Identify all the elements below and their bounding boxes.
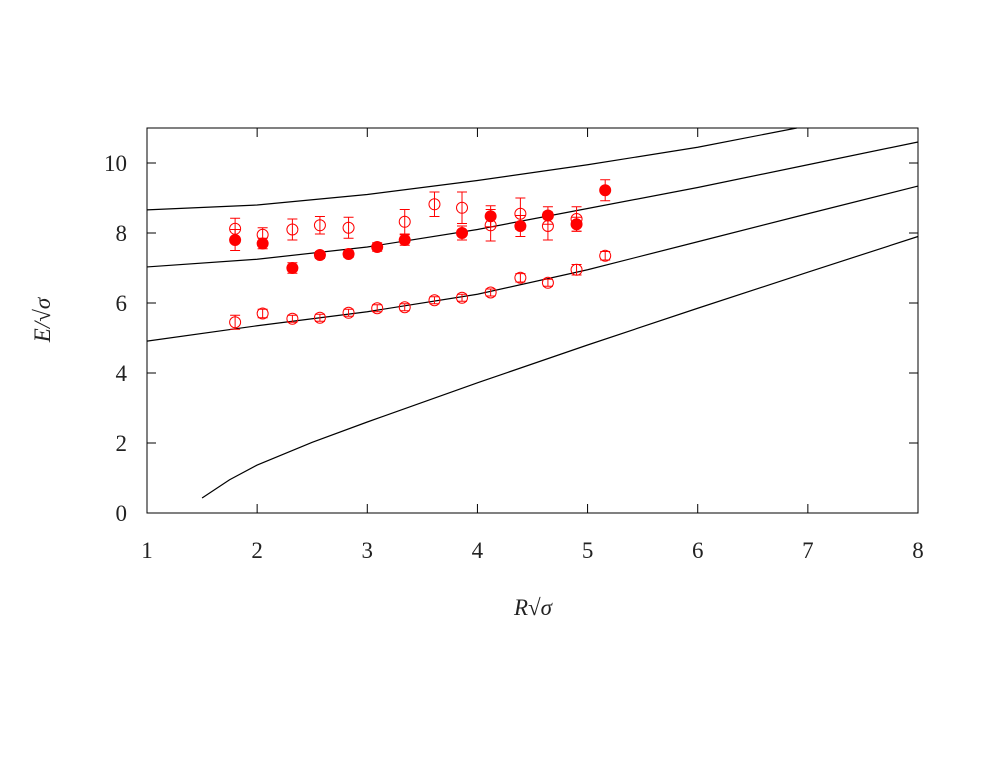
data-point bbox=[256, 307, 269, 320]
y-tick-label: 8 bbox=[116, 221, 128, 246]
y-tick-label: 6 bbox=[116, 291, 128, 316]
error-bar bbox=[600, 251, 611, 261]
error-bar bbox=[314, 313, 325, 322]
data-point bbox=[371, 302, 384, 315]
data-point bbox=[599, 184, 612, 197]
data-point bbox=[313, 219, 326, 232]
error-bar bbox=[399, 303, 410, 312]
error-bar bbox=[429, 191, 440, 218]
data-point bbox=[456, 227, 469, 239]
error-bar bbox=[257, 308, 268, 319]
curve bbox=[146, 127, 797, 211]
x-tick-label: 7 bbox=[802, 538, 814, 563]
data-point bbox=[570, 263, 583, 276]
data-point bbox=[229, 234, 242, 246]
y-axis-label: E/√σ bbox=[30, 296, 55, 343]
data-point bbox=[541, 276, 554, 289]
y-tick-label: 4 bbox=[116, 361, 128, 386]
x-tick-label: 4 bbox=[472, 538, 484, 563]
data-point bbox=[313, 311, 326, 324]
error-bar bbox=[399, 209, 410, 235]
data-point bbox=[342, 221, 355, 234]
x-tick-label: 3 bbox=[362, 538, 374, 563]
error-bar bbox=[515, 273, 526, 283]
data-point bbox=[428, 198, 441, 211]
data-point bbox=[286, 312, 299, 325]
data-point bbox=[256, 237, 269, 250]
error-bar bbox=[372, 304, 383, 313]
data-point bbox=[514, 271, 527, 284]
x-tick-label: 5 bbox=[582, 538, 594, 563]
y-tick-label: 10 bbox=[104, 151, 127, 176]
curve bbox=[146, 185, 919, 342]
plot-frame bbox=[146, 127, 919, 514]
curve bbox=[146, 141, 919, 268]
data-point bbox=[286, 223, 299, 236]
error-bar bbox=[287, 218, 298, 241]
data-point bbox=[599, 249, 612, 262]
x-tick-label: 1 bbox=[141, 538, 153, 563]
x-tick-label: 8 bbox=[912, 538, 924, 563]
data-point bbox=[398, 215, 411, 228]
data-point bbox=[570, 218, 583, 231]
data-point bbox=[484, 210, 497, 223]
error-bar bbox=[457, 293, 468, 302]
error-bar bbox=[230, 314, 241, 330]
error-bar bbox=[429, 296, 440, 305]
y-tick-label: 2 bbox=[116, 431, 128, 456]
data-point bbox=[342, 248, 355, 260]
data-point bbox=[541, 209, 554, 222]
data-point bbox=[398, 301, 411, 314]
x-tick-label: 2 bbox=[251, 538, 263, 563]
error-bar bbox=[343, 308, 354, 317]
x-axis-label: R√σ bbox=[513, 595, 554, 620]
data-point bbox=[456, 201, 469, 214]
data-point bbox=[484, 286, 497, 299]
data-point bbox=[456, 291, 469, 304]
curve bbox=[201, 235, 919, 499]
data-point bbox=[514, 220, 527, 232]
x-tick-label: 6 bbox=[692, 538, 704, 563]
error-bar bbox=[287, 314, 298, 323]
error-bar bbox=[457, 191, 468, 225]
data-point bbox=[342, 306, 355, 319]
error-bar bbox=[485, 288, 496, 297]
error-bar bbox=[542, 278, 553, 287]
data-point bbox=[286, 262, 299, 274]
error-bar bbox=[314, 216, 325, 235]
y-tick-label: 0 bbox=[116, 501, 128, 526]
error-bar bbox=[343, 216, 354, 239]
data-point bbox=[428, 294, 441, 307]
data-point bbox=[229, 316, 242, 329]
data-point bbox=[398, 234, 411, 246]
data-point bbox=[371, 241, 384, 253]
data-point bbox=[313, 249, 326, 262]
